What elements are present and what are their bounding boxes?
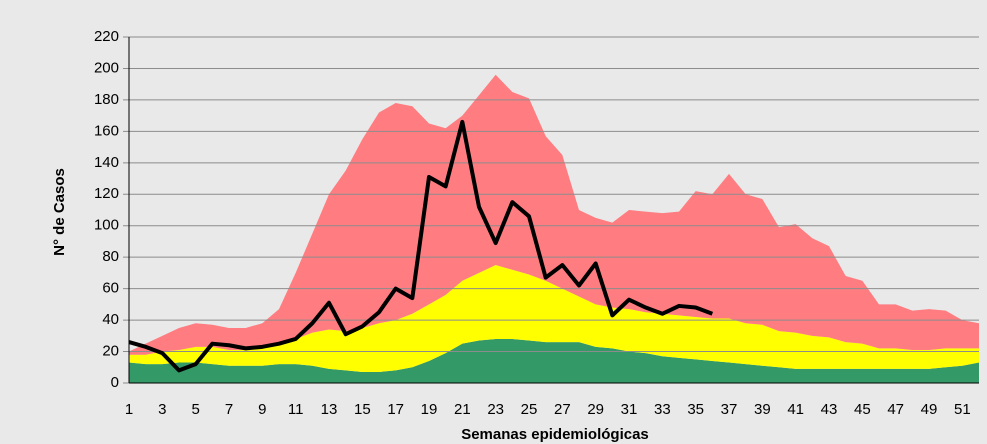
area	[129, 265, 979, 372]
x-tick-label: 29	[587, 401, 604, 418]
x-tick-label: 51	[954, 401, 971, 418]
x-tick-label: 37	[721, 401, 738, 418]
x-tick-label: 27	[554, 401, 571, 418]
x-tick-label: 13	[321, 401, 338, 418]
y-tick-label: 60	[102, 280, 119, 297]
x-tick-label: 31	[621, 401, 638, 418]
x-tick-label: 15	[354, 401, 371, 418]
x-tick-label: 33	[654, 401, 671, 418]
x-tick-label: 19	[421, 401, 438, 418]
x-tick-label: 23	[487, 401, 504, 418]
x-tick-label: 3	[158, 401, 166, 418]
x-tick-label: 5	[191, 401, 199, 418]
x-tick-label: 39	[754, 401, 771, 418]
y-tick-label: 80	[102, 248, 119, 265]
y-tick-label: 180	[94, 91, 119, 108]
x-tick-label: 47	[887, 401, 904, 418]
x-tick-label: 11	[288, 401, 304, 418]
y-tick-label: 20	[102, 343, 119, 360]
y-tick-label: 220	[94, 28, 119, 45]
x-tick-label: 49	[921, 401, 938, 418]
y-tick-label: 100	[94, 217, 119, 234]
x-axis-label: Semanas epidemiológicas	[461, 426, 649, 443]
x-tick-label: 21	[454, 401, 471, 418]
x-tick-label: 25	[521, 401, 538, 418]
x-tick-label: 45	[854, 401, 871, 418]
area	[129, 338, 979, 383]
y-tick-label: 200	[94, 59, 119, 76]
x-tick-label: 9	[258, 401, 266, 418]
y-tick-label: 120	[94, 185, 119, 202]
y-tick-label: 140	[94, 154, 119, 171]
line	[128, 119, 714, 373]
y-tick-label: 160	[94, 122, 119, 139]
y-tick-label: 0	[111, 374, 119, 391]
x-tick-label: 7	[225, 401, 233, 418]
x-tick-label: 41	[787, 401, 804, 418]
x-tick-label: 17	[387, 401, 404, 418]
area	[129, 74, 979, 355]
x-tick-label: 43	[821, 401, 838, 418]
x-tick-label: 35	[687, 401, 704, 418]
y-tick-label: 40	[102, 311, 119, 328]
x-tick-label: 1	[125, 401, 133, 418]
y-axis-label: N° de Casos	[51, 168, 68, 256]
